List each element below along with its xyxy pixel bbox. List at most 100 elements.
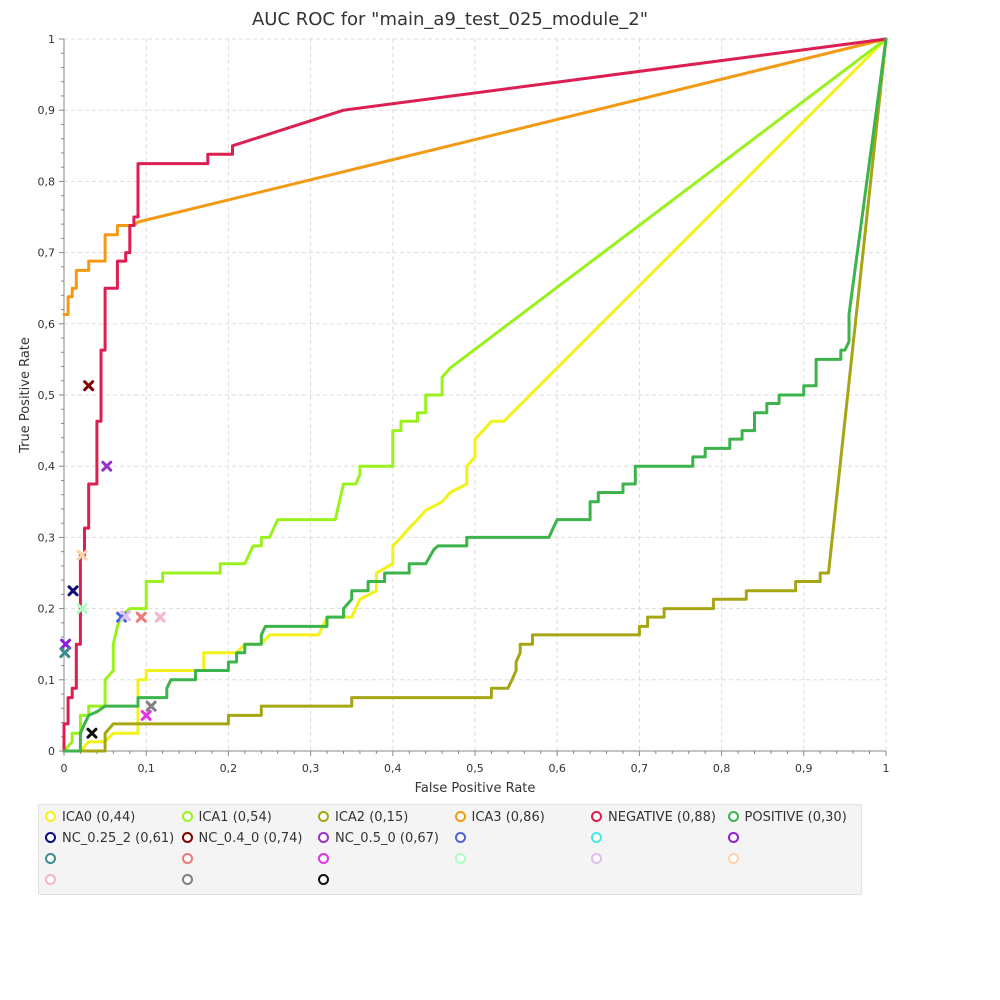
marker-7 <box>135 611 147 623</box>
x-tick-label: 0,9 <box>795 762 813 775</box>
legend-label: NC_0.5_0 (0,67) <box>335 831 439 846</box>
legend-swatch-icon <box>727 811 739 822</box>
legend-label: ICA1 (0,54) <box>198 810 272 825</box>
x-tick-label: 0 <box>61 762 68 775</box>
legend-label: NEGATIVE (0,88) <box>608 810 716 825</box>
marker-0 <box>67 585 79 597</box>
legend-swatch-icon <box>318 874 329 885</box>
grid <box>63 38 887 752</box>
legend-swatch-icon <box>181 874 193 885</box>
legend-item[interactable] <box>45 872 62 890</box>
legend-swatch-icon <box>591 853 602 864</box>
legend-item[interactable]: ICA1 (0,54) <box>181 809 272 827</box>
legend-swatch-icon <box>727 832 739 843</box>
marker-10 <box>120 610 132 622</box>
legend-label: NC_0.25_2 (0,61) <box>62 831 175 846</box>
chart-title: AUC ROC for "main_a9_test_025_module_2" <box>252 9 648 30</box>
y-tick-label: 0,6 <box>38 318 56 331</box>
y-tick-label: 0,1 <box>38 674 56 687</box>
marker-5 <box>60 638 72 650</box>
legend-item[interactable] <box>318 851 335 869</box>
x-axis-label: False Positive Rate <box>415 781 536 796</box>
marker-2 <box>101 460 113 472</box>
legend-item[interactable]: NC_0.5_0 (0,67) <box>318 830 439 848</box>
legend-swatch-icon <box>591 832 602 843</box>
legend-swatch-icon <box>318 811 329 822</box>
axes: 0 0,1 0,2 0,3 0,4 0,5 0,6 0,7 0,8 0,9 1 0 0,1 0,2 0,3 0… <box>38 33 890 775</box>
legend-item[interactable]: NC_0.4_0 (0,74) <box>181 830 303 848</box>
legend-swatch-icon <box>45 874 56 885</box>
legend-swatch-icon <box>318 832 329 843</box>
y-tick-label: 1 <box>48 33 55 46</box>
series-line-3 <box>62 37 888 316</box>
marker-1 <box>83 380 95 392</box>
legend-item[interactable]: ICA3 (0,86) <box>454 809 545 827</box>
legend-swatch-icon <box>45 811 56 822</box>
legend-swatch-icon <box>454 832 466 843</box>
series-line-0 <box>62 37 888 753</box>
y-tick-label: 0 <box>48 745 55 758</box>
x-tick-label: 1 <box>883 762 890 775</box>
x-tick-label: 0,4 <box>384 762 402 775</box>
legend-item[interactable] <box>454 830 472 848</box>
marker-9 <box>76 603 88 615</box>
series-line-5 <box>62 37 888 753</box>
legend-item[interactable] <box>727 851 745 869</box>
marker-11 <box>76 549 88 561</box>
y-tick-label: 0,5 <box>38 389 56 402</box>
legend-swatch-icon <box>45 832 56 843</box>
legend-swatch-icon <box>45 853 56 864</box>
legend-item[interactable] <box>181 851 199 869</box>
marker-12 <box>154 611 166 623</box>
legend-item[interactable] <box>591 830 608 848</box>
legend-item[interactable]: NEGATIVE (0,88) <box>591 809 716 827</box>
x-tick-label: 0,7 <box>631 762 649 775</box>
x-tick-label: 0,8 <box>713 762 731 775</box>
legend-swatch-icon <box>727 853 739 864</box>
legend-swatch-icon <box>181 853 193 864</box>
marker-6 <box>59 647 71 659</box>
legend-swatch-icon <box>181 811 193 822</box>
legend-label: ICA0 (0,44) <box>62 810 136 825</box>
y-tick-label: 0,7 <box>38 247 56 260</box>
legend-label: ICA3 (0,86) <box>471 810 545 825</box>
legend-item[interactable] <box>727 830 745 848</box>
legend: ICA0 (0,44) ICA1 (0,54) ICA2 (0,15) ICA3 (0… <box>38 804 862 895</box>
y-tick-label: 0,8 <box>38 175 56 188</box>
series-lines <box>62 37 888 753</box>
legend-swatch-icon <box>454 811 466 822</box>
marker-13 <box>145 700 157 712</box>
legend-item[interactable] <box>181 872 199 890</box>
x-tick-label: 0,1 <box>137 762 155 775</box>
legend-item[interactable]: NC_0.25_2 (0,61) <box>45 830 174 848</box>
x-tick-label: 0,3 <box>302 762 320 775</box>
series-line-2 <box>62 37 888 753</box>
legend-label: ICA2 (0,15) <box>335 810 409 825</box>
y-tick-label: 0,3 <box>38 531 56 544</box>
markers <box>59 380 166 739</box>
y-tick-label: 0,9 <box>38 104 56 117</box>
legend-item[interactable] <box>454 851 472 869</box>
y-tick-label: 0,2 <box>38 603 56 616</box>
legend-item[interactable]: POSITIVE (0,30) <box>727 809 847 827</box>
marker-8 <box>140 709 152 721</box>
x-tick-label: 0,2 <box>220 762 238 775</box>
legend-label: NC_0.4_0 (0,74) <box>198 831 303 846</box>
legend-swatch-icon <box>591 811 602 822</box>
legend-label: POSITIVE (0,30) <box>744 810 847 825</box>
x-tick-label: 0,6 <box>548 762 566 775</box>
y-tick-label: 0,4 <box>38 460 56 473</box>
legend-item[interactable] <box>45 851 62 869</box>
x-tick-label: 0,5 <box>466 762 484 775</box>
series-line-4 <box>62 37 888 753</box>
legend-swatch-icon <box>454 853 466 864</box>
legend-swatch-icon <box>181 832 193 843</box>
legend-item[interactable] <box>318 872 335 890</box>
legend-item[interactable]: ICA0 (0,44) <box>45 809 135 827</box>
roc-chart: AUC ROC for "main_a9_test_025_module_2" … <box>18 9 890 796</box>
y-axis-label: True Positive Rate <box>18 337 33 454</box>
marker-14 <box>86 727 98 739</box>
legend-item[interactable]: ICA2 (0,15) <box>318 809 408 827</box>
legend-item[interactable] <box>591 851 608 869</box>
legend-swatch-icon <box>318 853 329 864</box>
